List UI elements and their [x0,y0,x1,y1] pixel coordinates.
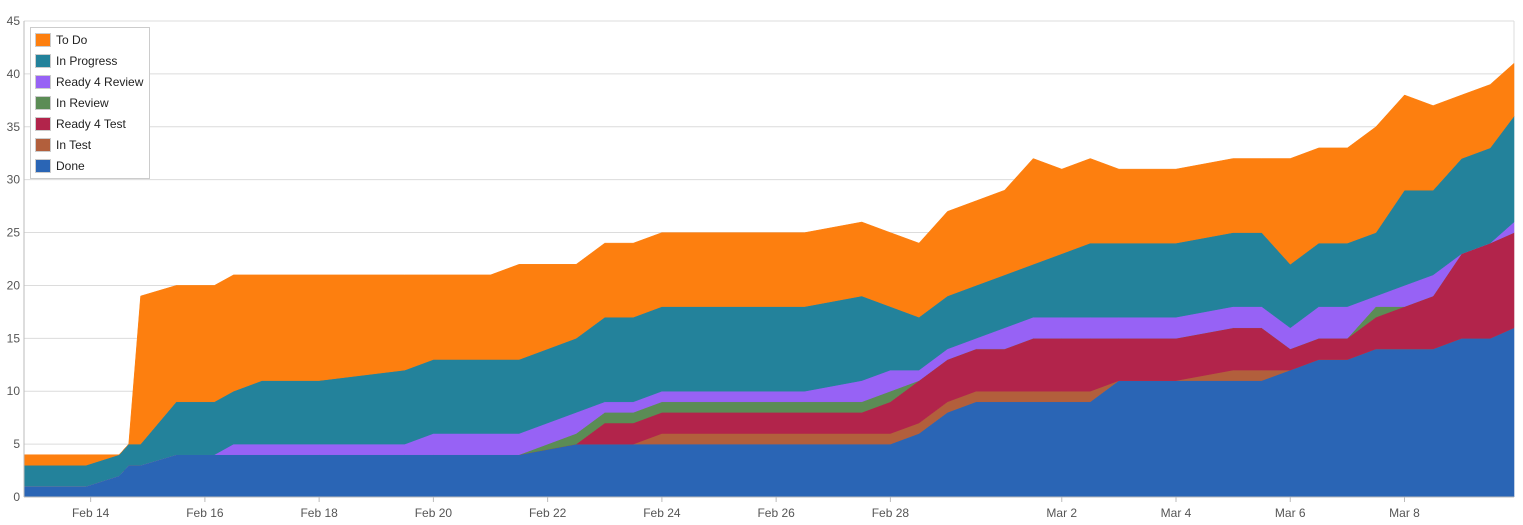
legend-item[interactable]: Done [35,159,86,173]
y-tick-label: 45 [7,14,21,28]
y-tick-label: 0 [13,490,20,504]
legend-label: Ready 4 Review [56,75,144,89]
y-tick-label: 10 [7,384,21,398]
x-axis: Feb 14 Feb 16 Feb 18 Feb 20 Feb 22 Feb 24 Feb … [23,21,1514,520]
legend-item[interactable]: In Test [35,138,92,152]
legend-swatch [35,54,51,68]
legend-label: Ready 4 Test [56,117,126,131]
legend-item[interactable]: In Progress [35,54,118,68]
legend-label: In Test [56,138,92,152]
legend-label: In Review [56,96,109,110]
y-tick-label: 5 [13,437,20,451]
y-tick-label: 30 [7,173,21,187]
legend: To Do In Progress Ready 4 Review In Review R… [30,27,150,179]
legend-swatch [35,96,51,110]
x-tick-label: Feb 20 [415,506,453,520]
x-tick-label: Mar 4 [1161,506,1192,520]
legend-swatch [35,75,51,89]
area-series-group [23,62,1515,498]
area-series-to-do [23,62,1515,466]
legend-item[interactable]: In Review [35,96,110,110]
y-tick-label: 35 [7,120,21,134]
legend-item[interactable]: Ready 4 Test [35,117,127,131]
legend-item[interactable]: To Do [35,33,88,47]
legend-label: To Do [56,33,88,47]
x-tick-label: Feb 26 [757,506,795,520]
legend-label: Done [56,159,85,173]
x-tick-label: Mar 6 [1275,506,1306,520]
y-axis: 0 5 10 15 20 25 30 35 40 45 [7,14,21,504]
x-tick-label: Feb 24 [643,506,681,520]
legend-swatch [35,33,51,47]
legend-swatch [35,138,51,152]
y-tick-label: 20 [7,278,21,292]
legend-swatch [35,159,51,173]
y-tick-label: 15 [7,331,21,345]
x-tick-label: Mar 2 [1046,506,1077,520]
x-tick-label: Mar 8 [1389,506,1420,520]
legend-item[interactable]: Ready 4 Review [35,75,144,89]
x-tick-label: Feb 22 [529,506,567,520]
x-tick-label: Feb 28 [872,506,910,520]
x-tick-label: Feb 18 [300,506,338,520]
legend-swatch [35,117,51,131]
x-tick-label: Feb 16 [186,506,224,520]
x-tick-label: Feb 14 [72,506,110,520]
y-tick-label: 40 [7,67,21,81]
legend-label: In Progress [56,54,117,68]
y-tick-label: 25 [7,226,21,240]
